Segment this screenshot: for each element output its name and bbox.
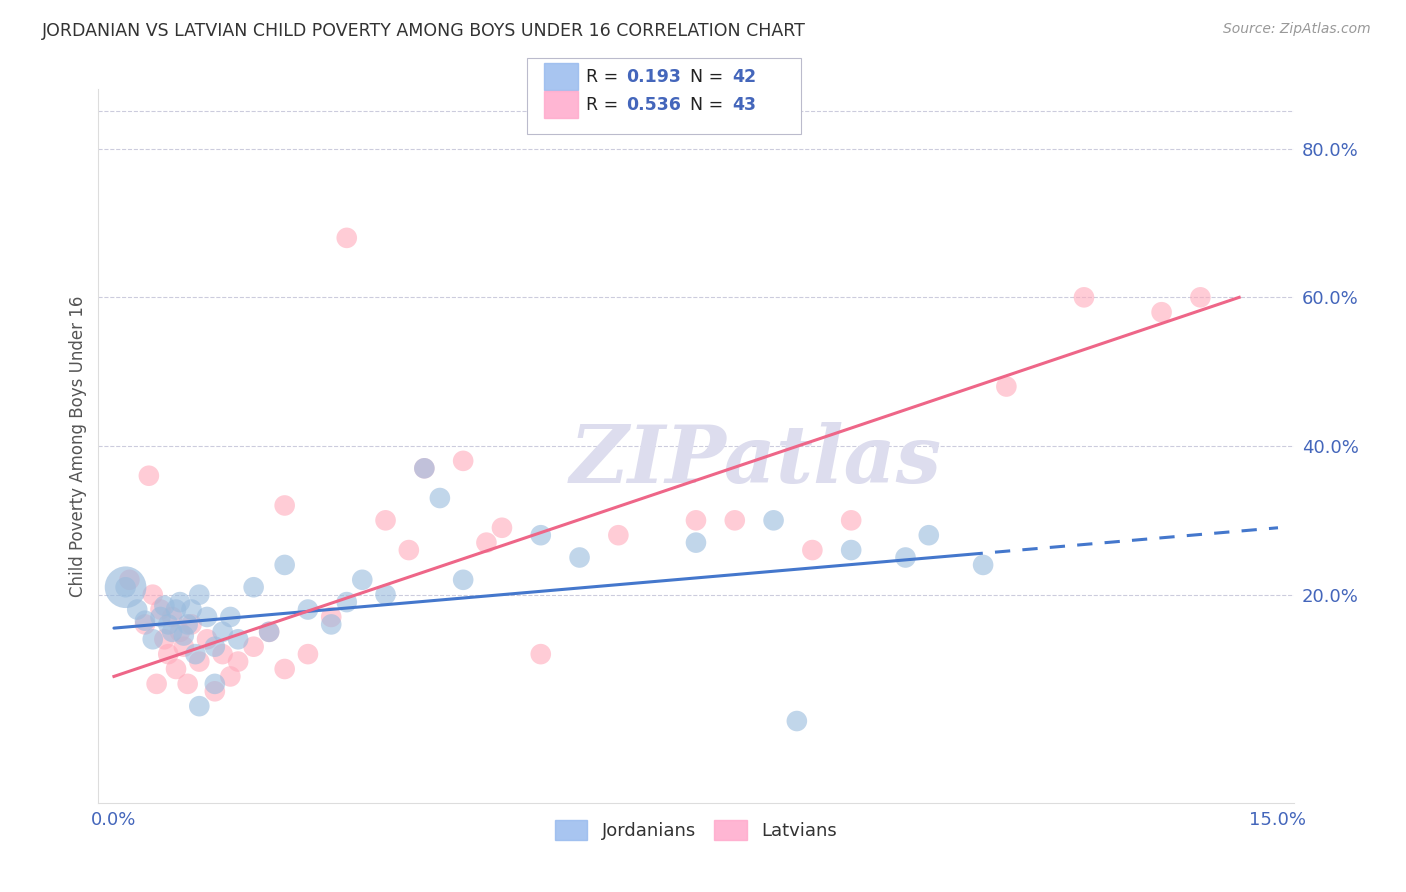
Point	[242, 580, 264, 594]
Point	[451, 454, 474, 468]
Point	[297, 647, 319, 661]
Point	[257, 624, 280, 639]
Point	[219, 610, 242, 624]
Point	[165, 662, 187, 676]
Text: R =: R =	[586, 68, 624, 86]
Point	[273, 662, 295, 676]
Point	[195, 632, 218, 647]
Point	[413, 461, 436, 475]
Point	[530, 647, 553, 661]
Point	[273, 558, 295, 572]
Point	[157, 617, 180, 632]
Point	[321, 610, 343, 624]
Point	[894, 550, 917, 565]
Point	[176, 677, 198, 691]
Text: ZIPatlas: ZIPatlas	[569, 422, 942, 499]
Point	[429, 491, 451, 505]
Point	[142, 588, 165, 602]
Legend: Jordanians, Latvians: Jordanians, Latvians	[548, 813, 844, 847]
Point	[127, 602, 149, 616]
Point	[165, 602, 187, 616]
Point	[762, 513, 785, 527]
Point	[413, 461, 436, 475]
Point	[1073, 290, 1095, 304]
Point	[114, 580, 136, 594]
Point	[398, 543, 420, 558]
Point	[242, 640, 264, 654]
Point	[184, 647, 207, 661]
Point	[374, 513, 396, 527]
Point	[149, 610, 172, 624]
Point	[724, 513, 747, 527]
Point	[134, 614, 156, 628]
Point	[219, 669, 242, 683]
Point	[568, 550, 591, 565]
Point	[160, 624, 183, 639]
Point	[134, 617, 156, 632]
Point	[118, 573, 141, 587]
Point	[491, 521, 513, 535]
Point	[336, 231, 359, 245]
Point	[153, 632, 176, 647]
Text: 42: 42	[733, 68, 756, 86]
Point	[145, 677, 167, 691]
Point	[297, 602, 319, 616]
Point	[918, 528, 941, 542]
Point	[801, 543, 824, 558]
Point	[530, 528, 553, 542]
Point	[204, 677, 226, 691]
Point	[173, 640, 195, 654]
Point	[169, 595, 191, 609]
Point	[211, 624, 233, 639]
Point	[149, 602, 172, 616]
Point	[114, 580, 136, 594]
Point	[273, 499, 295, 513]
Point	[839, 513, 862, 527]
Point	[195, 610, 218, 624]
Text: R =: R =	[586, 95, 624, 114]
Text: N =: N =	[679, 95, 728, 114]
Point	[352, 573, 374, 587]
Text: N =: N =	[679, 68, 728, 86]
Point	[321, 617, 343, 632]
Point	[169, 624, 191, 639]
Point	[226, 632, 249, 647]
Point	[995, 379, 1018, 393]
Text: JORDANIAN VS LATVIAN CHILD POVERTY AMONG BOYS UNDER 16 CORRELATION CHART: JORDANIAN VS LATVIAN CHILD POVERTY AMONG…	[42, 22, 806, 40]
Point	[204, 684, 226, 698]
Point	[839, 543, 862, 558]
Point	[153, 599, 176, 613]
Point	[157, 647, 180, 661]
Point	[786, 714, 808, 728]
Point	[173, 628, 195, 642]
Y-axis label: Child Poverty Among Boys Under 16: Child Poverty Among Boys Under 16	[69, 295, 87, 597]
Point	[257, 624, 280, 639]
Point	[176, 617, 198, 632]
Text: 0.536: 0.536	[626, 95, 681, 114]
Text: 43: 43	[733, 95, 756, 114]
Point	[188, 588, 211, 602]
Point	[180, 617, 202, 632]
Point	[160, 610, 183, 624]
Point	[972, 558, 994, 572]
Text: Source: ZipAtlas.com: Source: ZipAtlas.com	[1223, 22, 1371, 37]
Point	[1189, 290, 1212, 304]
Point	[336, 595, 359, 609]
Point	[226, 655, 249, 669]
Point	[188, 699, 211, 714]
Text: 0.193: 0.193	[626, 68, 681, 86]
Point	[607, 528, 630, 542]
Point	[1150, 305, 1173, 319]
Point	[374, 588, 396, 602]
Point	[204, 640, 226, 654]
Point	[180, 602, 202, 616]
Point	[685, 513, 707, 527]
Point	[138, 468, 160, 483]
Point	[451, 573, 474, 587]
Point	[142, 632, 165, 647]
Point	[475, 535, 498, 549]
Point	[685, 535, 707, 549]
Point	[188, 655, 211, 669]
Point	[211, 647, 233, 661]
